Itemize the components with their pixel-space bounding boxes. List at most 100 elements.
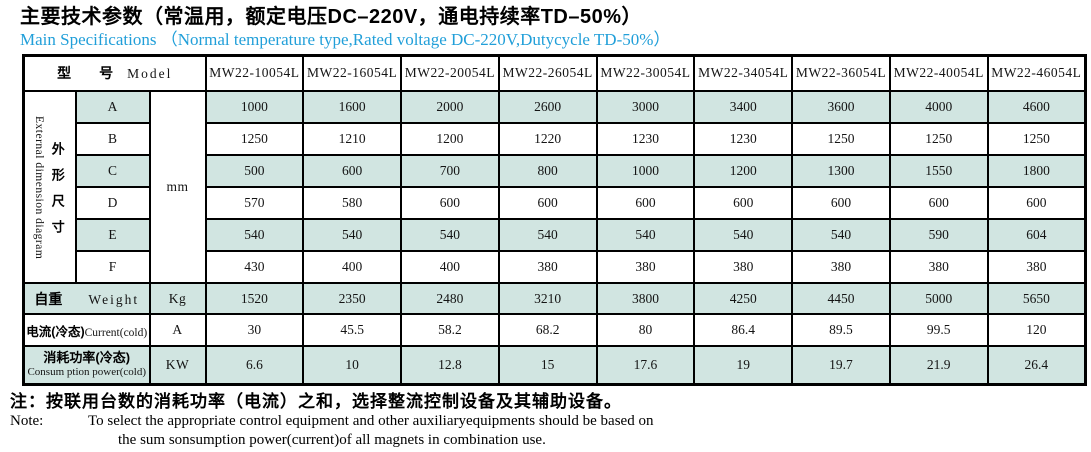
- model-header-4: MW22-30054L: [595, 54, 696, 93]
- dim-d-value-0: 570: [204, 186, 305, 221]
- note-label: Note:: [10, 412, 44, 429]
- spec-table-body: 型 号 Model MW22-10054L MW22-16054L MW22-20054L…: [22, 54, 1087, 386]
- current-label-en: Current(cold): [84, 326, 148, 339]
- dimension-key-b: B: [74, 122, 151, 157]
- model-header-row: 型 号 Model MW22-10054L MW22-16054L MW22-20054L…: [22, 54, 1087, 93]
- dimension-key-f: F: [74, 250, 151, 285]
- weight-row-value-2: 2480: [400, 282, 500, 316]
- power-label-en: Consum ption power(cold): [27, 366, 147, 379]
- dim-c-value-4: 1000: [595, 154, 696, 189]
- model-header-6: MW22-36054L: [791, 54, 891, 93]
- power-row-value-2: 12.8: [400, 345, 500, 386]
- power-row-value-4: 17.6: [595, 345, 696, 386]
- model-header-0: MW22-10054L: [204, 54, 305, 93]
- dim-e-value-3: 540: [497, 218, 598, 253]
- weight-label-zh: 自重: [34, 290, 63, 307]
- dim-a-value-1: 1600: [302, 90, 403, 125]
- weight-row-value-7: 5000: [888, 282, 989, 316]
- page-subtitle: Main Specifications （Normal temperature …: [20, 30, 671, 49]
- dim-d-value-8: 600: [986, 186, 1087, 221]
- dim-f-value-8: 380: [986, 250, 1087, 285]
- model-header-1: MW22-16054L: [302, 54, 403, 93]
- dimension-key-a: A: [74, 90, 151, 125]
- dim-e-value-1: 540: [302, 218, 403, 253]
- dimension-key-e: E: [74, 218, 151, 253]
- weight-row-value-3: 3210: [497, 282, 598, 316]
- current-row-value-2: 58.2: [400, 313, 500, 348]
- dim-e-value-6: 540: [791, 218, 891, 253]
- power-row-value-5: 19: [693, 345, 794, 386]
- corner-label-hao: 号: [99, 65, 114, 82]
- power-label-zh: 消耗功率(冷态): [43, 350, 131, 366]
- current-label-zh: 电流(冷态): [26, 324, 85, 339]
- dim-e-value-2: 540: [400, 218, 500, 253]
- note-english-text1: To select the appropriate control equipm…: [88, 412, 654, 429]
- dim-e-value-7: 590: [888, 218, 989, 253]
- dim-c-value-5: 1200: [693, 154, 794, 189]
- power-row-value-0: 6.6: [204, 345, 305, 386]
- power-row-value-1: 10: [302, 345, 403, 386]
- dimension-key-d: D: [74, 186, 151, 221]
- weight-row-value-6: 4450: [791, 282, 891, 316]
- dim-d-value-1: 580: [302, 186, 403, 221]
- dim-f-value-1: 400: [302, 250, 403, 285]
- power-row: 消耗功率(冷态) Consum ption power(cold) KW 6.6 10 1…: [22, 345, 1087, 386]
- weight-row-value-5: 4250: [693, 282, 794, 316]
- dim-a-value-5: 3400: [693, 90, 794, 125]
- note-chinese: 注：按联用台数的消耗功率（电流）之和，选择整流控制设备及其辅助设备。: [10, 391, 622, 411]
- dim-e-value-0: 540: [204, 218, 305, 253]
- power-row-unit: KW: [148, 345, 207, 386]
- model-header-2: MW22-20054L: [400, 54, 500, 93]
- weight-row-value-8: 5650: [986, 282, 1087, 316]
- dimension-side-label: External dimension diagram 外形尺寸: [22, 90, 77, 285]
- dim-c-value-3: 800: [497, 154, 598, 189]
- dim-c-value-7: 1550: [888, 154, 989, 189]
- dim-c-value-0: 500: [204, 154, 305, 189]
- dimension-row-f: F 430 400 400 380 380 380 380 380 380: [24, 250, 1087, 285]
- dim-d-value-6: 600: [791, 186, 891, 221]
- current-row-value-0: 30: [204, 313, 305, 348]
- weight-row-unit: Kg: [148, 282, 207, 316]
- corner-label-xing: 型: [57, 65, 72, 82]
- model-header-3: MW22-26054L: [497, 54, 598, 93]
- dimension-row-e: E 540 540 540 540 540 540 540 590 604: [24, 218, 1087, 253]
- dim-e-value-5: 540: [693, 218, 794, 253]
- dimension-row-d: D 570 580 600 600 600 600 600 600 600: [24, 186, 1087, 221]
- dimension-unit: mm: [148, 90, 207, 285]
- current-row-value-8: 120: [986, 313, 1087, 348]
- dim-f-value-4: 380: [595, 250, 696, 285]
- side-label-en: External dimension diagram: [32, 115, 45, 259]
- weight-row-value-4: 3800: [595, 282, 696, 316]
- dim-c-value-6: 1300: [791, 154, 891, 189]
- dim-a-value-0: 1000: [204, 90, 305, 125]
- model-header-5: MW22-34054L: [693, 54, 794, 93]
- current-row: 电流(冷态)Current(cold) A 30 45.5 58.2 68.2 80 86.4…: [22, 313, 1087, 348]
- current-row-value-6: 89.5: [791, 313, 891, 348]
- current-row-value-5: 86.4: [693, 313, 794, 348]
- dim-f-value-7: 380: [888, 250, 989, 285]
- current-row-unit: A: [148, 313, 207, 348]
- weight-row-value-1: 2350: [302, 282, 403, 316]
- dimension-row-c: C 500 600 700 800 1000 1200 1300 1550 1800: [24, 154, 1087, 189]
- model-corner-header: 型 号 Model: [22, 54, 207, 93]
- dim-a-value-6: 3600: [791, 90, 891, 125]
- dim-a-value-2: 2000: [400, 90, 500, 125]
- dim-c-value-2: 700: [400, 154, 500, 189]
- dim-c-value-1: 600: [302, 154, 403, 189]
- corner-label-model: Model: [127, 66, 173, 82]
- dim-b-value-8: 1250: [986, 122, 1087, 157]
- dimension-row-b: B 1250 1210 1200 1220 1230 1230 1250 1250 1250: [24, 122, 1087, 157]
- dim-a-value-8: 4600: [986, 90, 1087, 125]
- dim-b-value-2: 1200: [400, 122, 500, 157]
- dim-f-value-6: 380: [791, 250, 891, 285]
- spec-table: 型 号 Model MW22-10054L MW22-16054L MW22-20054L…: [22, 53, 1087, 386]
- notes-block: 注：按联用台数的消耗功率（电流）之和，选择整流控制设备及其辅助设备。 Note:…: [10, 391, 1091, 450]
- dim-b-value-3: 1220: [497, 122, 598, 157]
- dim-c-value-8: 1800: [986, 154, 1087, 189]
- current-row-value-7: 99.5: [888, 313, 989, 348]
- current-row-label: 电流(冷态)Current(cold): [22, 313, 151, 348]
- side-label-zh: 外形尺寸: [49, 141, 65, 246]
- dim-d-value-3: 600: [497, 186, 598, 221]
